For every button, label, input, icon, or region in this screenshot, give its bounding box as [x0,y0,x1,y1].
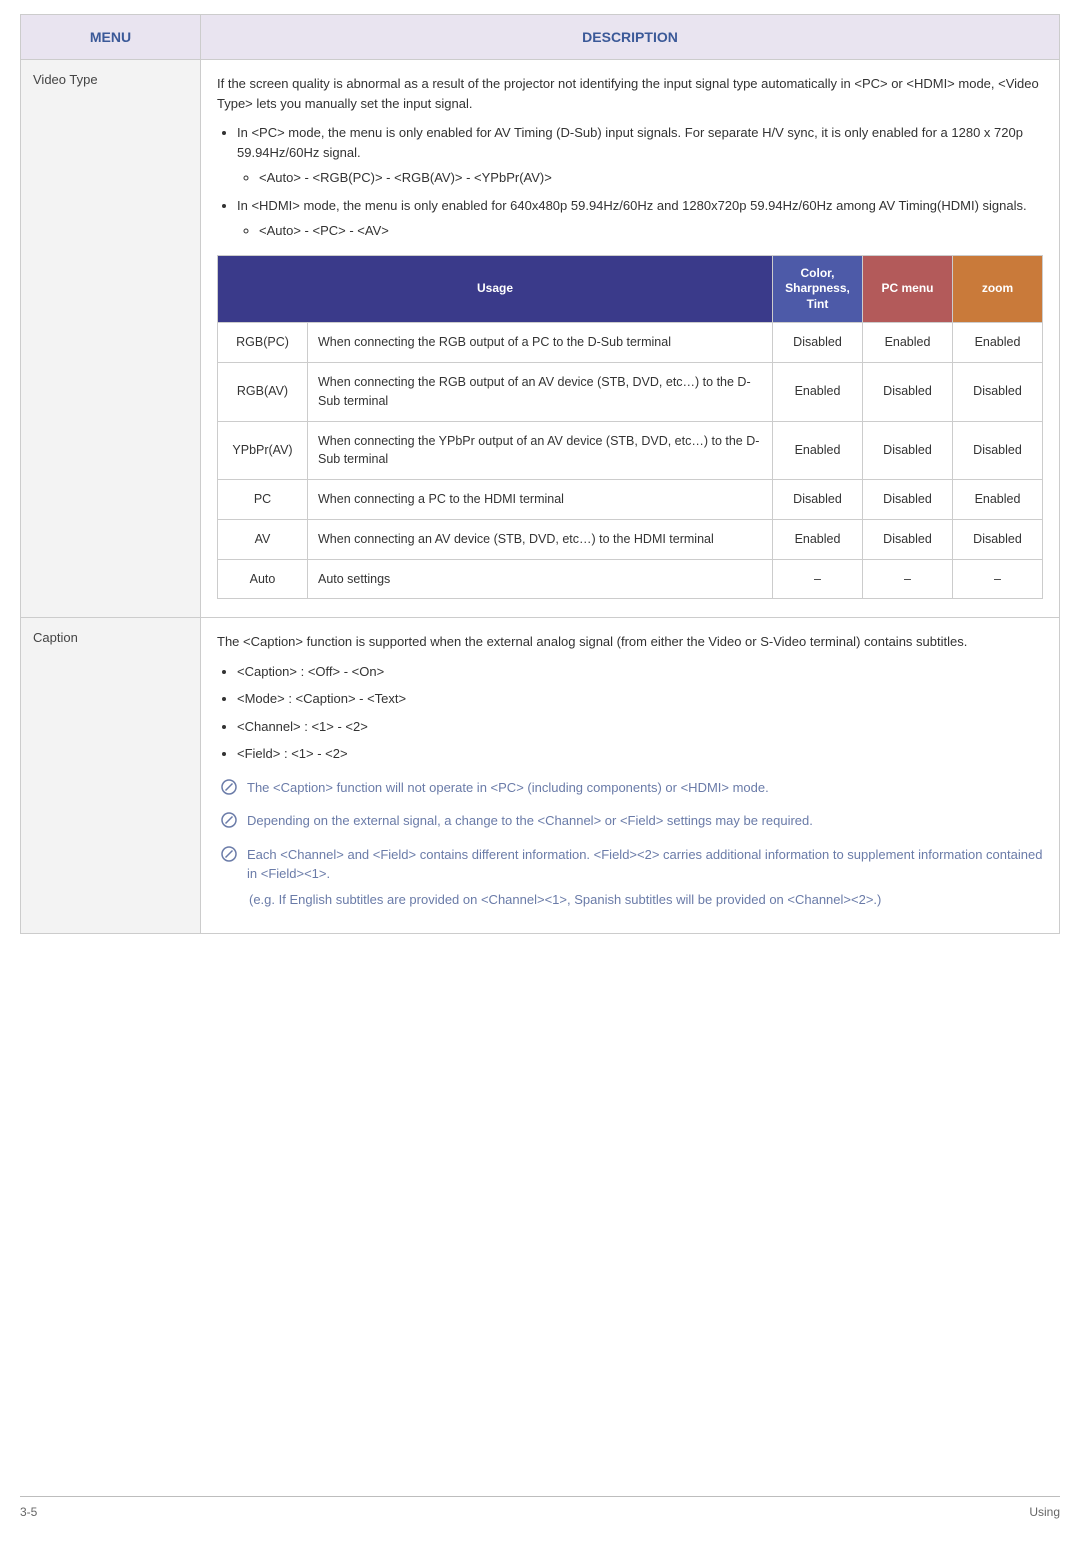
inner-usage-5: Auto settings [308,559,773,599]
inner-row-0: RGB(PC) When connecting the RGB output o… [218,323,1043,363]
video-type-sub-0-0: <Auto> - <RGB(PC)> - <RGB(AV)> - <YPbPr(… [259,168,1043,188]
inner-header-row: Usage Color, Sharpness, Tint PC menu zoo… [218,255,1043,323]
main-table: MENU DESCRIPTION Video Type If the scree… [20,14,1060,934]
video-type-bullet-1: In <HDMI> mode, the menu is only enabled… [237,196,1043,241]
video-type-intro: If the screen quality is abnormal as a r… [217,74,1043,113]
inner-zoom-5: – [953,559,1043,599]
caption-note-0: The <Caption> function will not operate … [221,778,1043,798]
inner-zoom-1: Disabled [953,363,1043,422]
caption-note-0-text: The <Caption> function will not operate … [247,778,1043,798]
inner-row-3: PC When connecting a PC to the HDMI term… [218,480,1043,520]
video-type-bullet-0: In <PC> mode, the menu is only enabled f… [237,123,1043,188]
caption-intro: The <Caption> function is supported when… [217,632,1043,652]
row-video-type: Video Type If the screen quality is abno… [21,60,1060,618]
inner-usage-4: When connecting an AV device (STB, DVD, … [308,519,773,559]
inner-header-pc: PC menu [863,255,953,323]
inner-row-4: AV When connecting an AV device (STB, DV… [218,519,1043,559]
footer-left: 3-5 [20,1505,37,1519]
caption-note-1-text: Depending on the external signal, a chan… [247,811,1043,831]
inner-color-2: Enabled [773,421,863,480]
inner-header-zoom: zoom [953,255,1043,323]
inner-pc-4: Disabled [863,519,953,559]
caption-bullet-2: <Channel> : <1> - <2> [237,717,1043,737]
inner-usage-0: When connecting the RGB output of a PC t… [308,323,773,363]
video-type-sub-1-0: <Auto> - <PC> - <AV> [259,221,1043,241]
inner-mode-1: RGB(AV) [218,363,308,422]
inner-zoom-3: Enabled [953,480,1043,520]
inner-pc-0: Enabled [863,323,953,363]
menu-label-caption: Caption [21,618,201,934]
inner-color-4: Enabled [773,519,863,559]
inner-usage-table: Usage Color, Sharpness, Tint PC menu zoo… [217,255,1043,600]
inner-pc-1: Disabled [863,363,953,422]
video-type-bullet-0-text: In <PC> mode, the menu is only enabled f… [237,125,1023,160]
inner-usage-2: When connecting the YPbPr output of an A… [308,421,773,480]
footer-right: Using [1029,1505,1060,1519]
video-type-sub-0: <Auto> - <RGB(PC)> - <RGB(AV)> - <YPbPr(… [237,168,1043,188]
note-icon [221,779,237,795]
inner-color-0: Disabled [773,323,863,363]
note-icon [221,812,237,828]
inner-pc-3: Disabled [863,480,953,520]
inner-mode-0: RGB(PC) [218,323,308,363]
row-caption: Caption The <Caption> function is suppor… [21,618,1060,934]
inner-mode-5: Auto [218,559,308,599]
header-menu: MENU [21,15,201,60]
caption-bullet-1: <Mode> : <Caption> - <Text> [237,689,1043,709]
inner-zoom-0: Enabled [953,323,1043,363]
inner-table-body: RGB(PC) When connecting the RGB output o… [218,323,1043,599]
inner-mode-4: AV [218,519,308,559]
caption-bullet-3: <Field> : <1> - <2> [237,744,1043,764]
caption-note-1: Depending on the external signal, a chan… [221,811,1043,831]
inner-usage-1: When connecting the RGB output of an AV … [308,363,773,422]
inner-usage-3: When connecting a PC to the HDMI termina… [308,480,773,520]
inner-zoom-4: Disabled [953,519,1043,559]
caption-note-2: Each <Channel> and <Field> contains diff… [221,845,1043,884]
caption-note-sub: (e.g. If English subtitles are provided … [249,890,1043,910]
video-type-bullets: In <PC> mode, the menu is only enabled f… [217,123,1043,241]
inner-row-1: RGB(AV) When connecting the RGB output o… [218,363,1043,422]
video-type-bullet-1-text: In <HDMI> mode, the menu is only enabled… [237,198,1027,213]
inner-header-color: Color, Sharpness, Tint [773,255,863,323]
inner-zoom-2: Disabled [953,421,1043,480]
inner-header-usage: Usage [218,255,773,323]
desc-caption: The <Caption> function is supported when… [201,618,1060,934]
inner-color-3: Disabled [773,480,863,520]
inner-pc-2: Disabled [863,421,953,480]
note-icon [221,846,237,862]
inner-row-5: Auto Auto settings – – – [218,559,1043,599]
inner-mode-3: PC [218,480,308,520]
page-footer: 3-5 Using [20,1496,1060,1519]
inner-color-5: – [773,559,863,599]
video-type-sub-1: <Auto> - <PC> - <AV> [237,221,1043,241]
caption-notes: The <Caption> function will not operate … [221,778,1043,910]
caption-note-2-text: Each <Channel> and <Field> contains diff… [247,845,1043,884]
page-container: MENU DESCRIPTION Video Type If the scree… [0,14,1080,1541]
desc-video-type: If the screen quality is abnormal as a r… [201,60,1060,618]
caption-bullets: <Caption> : <Off> - <On> <Mode> : <Capti… [217,662,1043,764]
inner-pc-5: – [863,559,953,599]
inner-mode-2: YPbPr(AV) [218,421,308,480]
main-header-row: MENU DESCRIPTION [21,15,1060,60]
inner-color-1: Enabled [773,363,863,422]
inner-row-2: YPbPr(AV) When connecting the YPbPr outp… [218,421,1043,480]
menu-label-video-type: Video Type [21,60,201,618]
header-description: DESCRIPTION [201,15,1060,60]
caption-bullet-0: <Caption> : <Off> - <On> [237,662,1043,682]
